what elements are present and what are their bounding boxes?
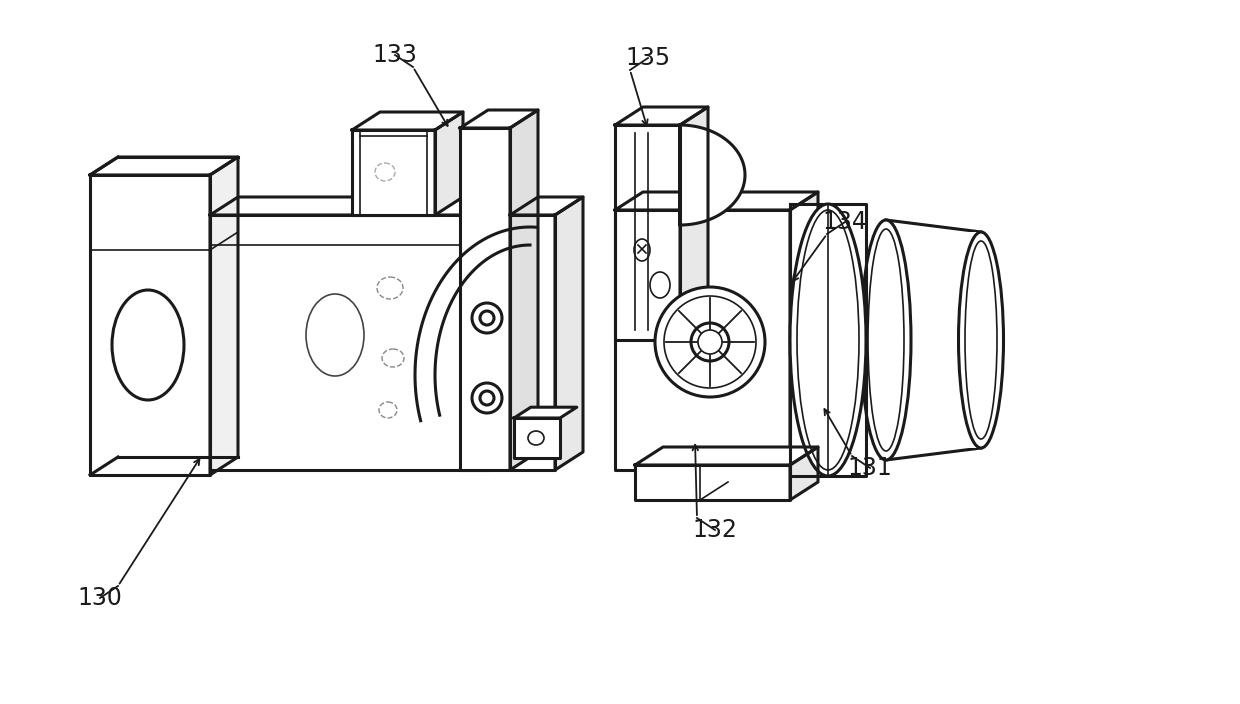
Polygon shape <box>615 107 708 125</box>
Polygon shape <box>435 112 463 215</box>
Polygon shape <box>510 110 538 470</box>
Polygon shape <box>615 210 790 470</box>
Polygon shape <box>490 197 518 470</box>
Ellipse shape <box>797 210 859 470</box>
Polygon shape <box>680 125 745 225</box>
Polygon shape <box>790 192 818 470</box>
Polygon shape <box>515 418 560 458</box>
Ellipse shape <box>868 229 904 451</box>
Text: 135: 135 <box>625 46 671 70</box>
Polygon shape <box>635 465 790 500</box>
Text: 130: 130 <box>78 586 123 610</box>
Ellipse shape <box>790 204 866 476</box>
Polygon shape <box>210 215 490 470</box>
Polygon shape <box>790 447 818 500</box>
Ellipse shape <box>861 220 911 460</box>
Text: 133: 133 <box>372 43 418 67</box>
Ellipse shape <box>472 303 502 333</box>
Polygon shape <box>91 175 210 475</box>
Polygon shape <box>615 192 818 210</box>
Text: 132: 132 <box>693 518 738 542</box>
Ellipse shape <box>480 311 494 325</box>
Text: 131: 131 <box>848 456 893 480</box>
Polygon shape <box>515 407 577 418</box>
Polygon shape <box>556 197 583 470</box>
Polygon shape <box>615 125 680 340</box>
Polygon shape <box>210 157 238 475</box>
Ellipse shape <box>965 241 997 439</box>
Ellipse shape <box>698 330 722 354</box>
Ellipse shape <box>480 391 494 405</box>
Polygon shape <box>460 110 538 128</box>
Polygon shape <box>352 112 463 130</box>
Polygon shape <box>210 197 518 215</box>
Polygon shape <box>460 128 510 470</box>
Polygon shape <box>790 204 866 476</box>
Ellipse shape <box>663 296 756 388</box>
Polygon shape <box>91 157 238 175</box>
Polygon shape <box>510 215 556 470</box>
Ellipse shape <box>691 323 729 361</box>
Ellipse shape <box>655 287 765 397</box>
Bar <box>887 232 981 448</box>
Ellipse shape <box>112 290 184 400</box>
Polygon shape <box>510 197 583 215</box>
Polygon shape <box>635 447 818 465</box>
Ellipse shape <box>472 383 502 413</box>
Ellipse shape <box>959 232 1003 448</box>
Polygon shape <box>352 130 435 215</box>
Text: 134: 134 <box>822 210 868 234</box>
Polygon shape <box>680 107 708 340</box>
